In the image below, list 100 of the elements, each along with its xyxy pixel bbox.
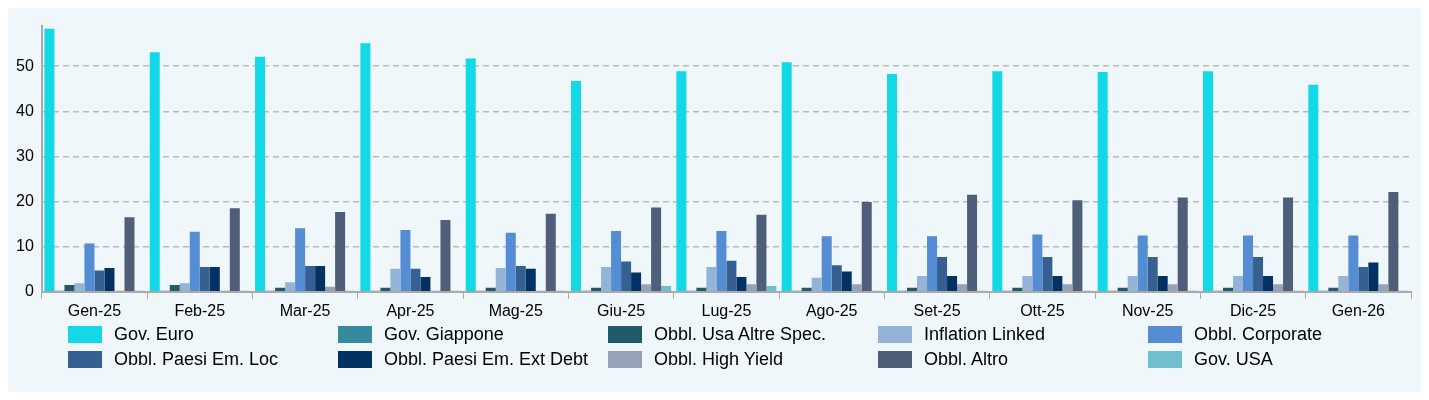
bar [1223, 287, 1233, 292]
bar [811, 277, 822, 292]
bar [801, 287, 812, 292]
bar [1233, 276, 1244, 292]
bar [1253, 257, 1264, 292]
x-tick-label: Giu-25 [597, 301, 646, 319]
bar [390, 268, 401, 292]
bar [420, 276, 431, 292]
bar [601, 266, 612, 292]
bar [275, 287, 286, 292]
bar [1177, 197, 1188, 292]
bar [410, 268, 421, 292]
bar [285, 282, 296, 292]
legend-label: Obbl. Paesi Em. Loc [114, 349, 279, 370]
legend-label: Obbl. Usa Altre Spec. [654, 324, 827, 345]
bar [515, 266, 526, 292]
bar [571, 81, 582, 292]
bar [255, 56, 266, 292]
x-tick-label: Lug-25 [701, 301, 752, 319]
bar [706, 266, 717, 292]
bar [84, 243, 95, 292]
bar [907, 287, 918, 292]
bar [631, 272, 642, 292]
legend-label: Inflation Linked [924, 324, 1046, 345]
bar [440, 220, 451, 292]
bar [1368, 262, 1379, 292]
bar [917, 276, 928, 292]
bar [851, 284, 862, 292]
x-tick-label: Apr-25 [386, 301, 435, 319]
bar [1378, 284, 1389, 292]
bar [315, 266, 326, 292]
bar [696, 287, 707, 292]
bar [716, 230, 727, 292]
bar [295, 228, 306, 292]
bar [1042, 257, 1053, 292]
bar [736, 276, 747, 292]
bar [927, 236, 938, 292]
x-tick-label: Dic-25 [1229, 301, 1277, 319]
bar [641, 284, 652, 292]
bar [169, 285, 180, 292]
bar [967, 194, 978, 292]
bar [465, 58, 476, 292]
y-tick-label: 10 [16, 237, 34, 255]
x-tick-label: Ott-25 [1020, 301, 1065, 319]
bar [380, 287, 391, 292]
bar [305, 266, 316, 292]
bar [621, 261, 632, 292]
x-tick-label: Gen-25 [67, 301, 122, 319]
bar [1167, 284, 1178, 292]
bar [1308, 84, 1319, 292]
bar [651, 207, 662, 292]
bar [189, 231, 200, 292]
bar [1022, 276, 1033, 292]
x-tick-label: Gen-26 [1331, 301, 1386, 319]
bar [756, 214, 767, 292]
bar [1097, 72, 1108, 292]
y-tick-label: 0 [24, 282, 34, 300]
bar [44, 28, 55, 292]
bar [104, 267, 115, 292]
bar [1243, 235, 1254, 292]
bar [1012, 287, 1023, 292]
legend-label: Obbl. High Yield [654, 349, 784, 370]
x-tick-label: Feb-25 [174, 301, 226, 319]
bar [525, 268, 536, 292]
bar [1338, 276, 1349, 292]
bar [505, 232, 516, 292]
legend-label: Gov. Euro [114, 324, 194, 345]
x-tick-label: Nov-25 [1121, 301, 1174, 319]
bar [64, 285, 75, 292]
legend-label: Obbl. Corporate [1194, 324, 1323, 345]
bar [992, 71, 1003, 292]
bar [821, 236, 832, 292]
y-tick-label: 50 [16, 56, 34, 74]
bar [1137, 235, 1148, 292]
bar [229, 208, 240, 292]
x-tick-label: Mag-25 [488, 301, 543, 319]
bar [1328, 287, 1339, 292]
bar [1358, 266, 1369, 292]
bar [545, 213, 556, 292]
bar [661, 285, 672, 292]
bar [947, 276, 958, 292]
bar [335, 211, 346, 292]
bar [1388, 192, 1399, 292]
y-tick-label: 40 [16, 101, 34, 119]
bar [209, 266, 220, 292]
y-tick-label: 20 [16, 191, 34, 209]
bar [1283, 197, 1294, 292]
bar [1032, 234, 1043, 292]
x-tick-label: Ago-25 [805, 301, 858, 319]
bar [1147, 257, 1158, 292]
legend-label: Gov. USA [1194, 349, 1273, 370]
bar [611, 230, 622, 292]
bar [1157, 276, 1168, 292]
bar [676, 71, 687, 292]
bar [485, 287, 496, 292]
bar [937, 257, 948, 292]
bar [74, 283, 85, 292]
bar [199, 266, 210, 292]
bar [1348, 235, 1359, 292]
x-tick-label: Set-25 [913, 301, 961, 319]
